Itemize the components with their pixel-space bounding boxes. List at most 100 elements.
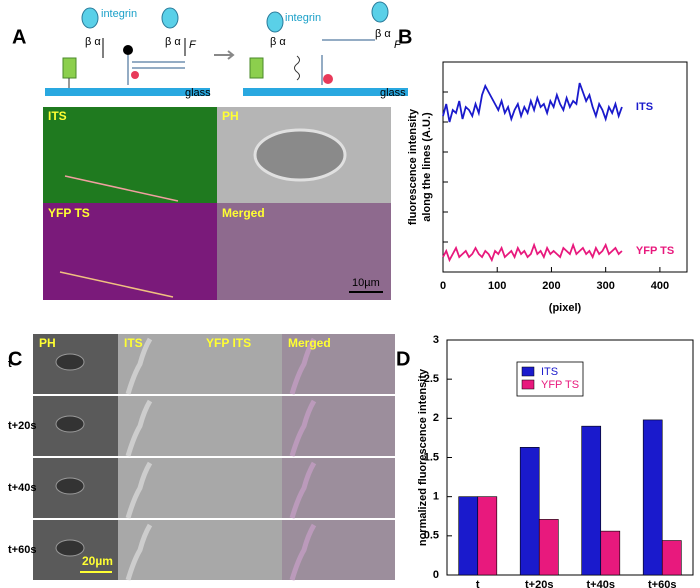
glass-bar [45,88,210,96]
bar [661,540,682,576]
legend-label: YFP TS [541,379,579,391]
x-tick-label: t+20s [525,579,553,588]
cell [253,128,347,182]
bar [600,530,621,576]
x-tick-label: t [476,579,480,588]
series-line [442,242,623,263]
adhesion [289,337,317,395]
panel-label: A [12,26,26,48]
adhesion [125,399,153,457]
legend-swatch [521,379,535,390]
cell [55,353,85,371]
receptor [62,57,77,79]
subunit-label: β α [375,28,391,40]
legend-label: ITS [541,366,558,378]
force-label: F [189,39,197,51]
subunit-label: β α [85,36,101,48]
time-series-images: t t+20s t+40s t+60s PH ITS YFP ITS Merged 20µm [8,334,395,581]
bar [642,419,663,576]
integrin-label: integrin [285,12,321,24]
subunit-label: β α [165,36,181,48]
y-axis-label: normalized fluorescence intensity [417,368,429,546]
receptor [249,57,264,79]
row-label: t [8,358,12,370]
line-profile [64,175,179,202]
series-line [442,82,623,123]
bar [458,496,479,576]
image-tile [118,396,282,456]
integrin-shape [266,11,284,33]
glass-label: glass [185,87,211,99]
row-label: t+60s [8,544,36,556]
scale-bar-label: 20µm [82,554,113,568]
image-tile [282,396,395,456]
adhesion [289,523,317,581]
x-tick-label: t+60s [648,579,676,588]
plot-frame [442,61,688,273]
dna-tether [127,55,185,85]
integrin-shape [161,7,179,29]
integrin-shape [371,1,389,23]
y-tick-label: 0 [433,569,439,581]
bar [477,496,498,576]
subunit-label: β α [270,36,286,48]
schematic: glass glass integrin β α β α F integrin … [45,1,408,99]
row-label: t+20s [8,420,36,432]
image-tile [282,334,395,394]
image-tile [118,520,282,580]
glass-bar [243,88,408,96]
spring [294,55,300,81]
image-tile [282,520,395,580]
dna-tether [321,39,375,85]
panel-label: D [396,348,410,370]
bar [581,425,602,576]
tile-label: YFP TS [48,206,90,220]
image-tile [282,458,395,518]
x-tick-label: 0 [440,280,446,292]
image-tile [217,203,391,300]
x-tick-label: 400 [651,280,669,292]
integrin-shape [81,7,99,29]
tile-label: Merged [222,206,265,220]
charts: 0 100 200 300 400 (pixel) fluorescence intensi… [407,61,694,588]
tile-label: PH [222,109,239,123]
scale-bar-label: 10µm [352,277,380,289]
x-axis-label: (pixel) [549,302,582,314]
cell [55,477,85,495]
x-tick-label: t+40s [587,579,615,588]
fluorophore [323,74,333,84]
column-label: YFP ITS [206,336,251,350]
x-tick-label: 100 [488,280,506,292]
cell [55,415,85,433]
glass-label: glass [380,87,406,99]
y-axis-label: fluorescence intensity [407,108,419,225]
column-label: PH [39,336,56,350]
series-label: YFP TS [636,245,674,257]
image-tile [43,107,217,203]
adhesion [125,523,153,581]
cell [55,539,85,557]
legend-swatch [521,366,535,377]
row-label: t+40s [8,482,36,494]
bar [519,447,540,576]
series-label: ITS [636,101,653,113]
tile-label: ITS [48,109,67,123]
transition-arrow [214,50,235,60]
column-label: Merged [288,336,331,350]
x-tick-label: 200 [542,280,560,292]
integrin-label: integrin [101,8,137,20]
y-tick-label: 2 [433,412,439,424]
panel-label: B [398,26,412,48]
line-profile [59,271,174,298]
y-tick-label: 2.5 [424,373,439,385]
panel-label: C [8,348,22,370]
adhesion [125,461,153,519]
image-tile [43,203,217,300]
bar [538,519,559,576]
y-tick-label: 1 [433,491,439,503]
force-label: F [394,39,402,51]
quencher [123,45,133,55]
adhesion [289,461,317,519]
